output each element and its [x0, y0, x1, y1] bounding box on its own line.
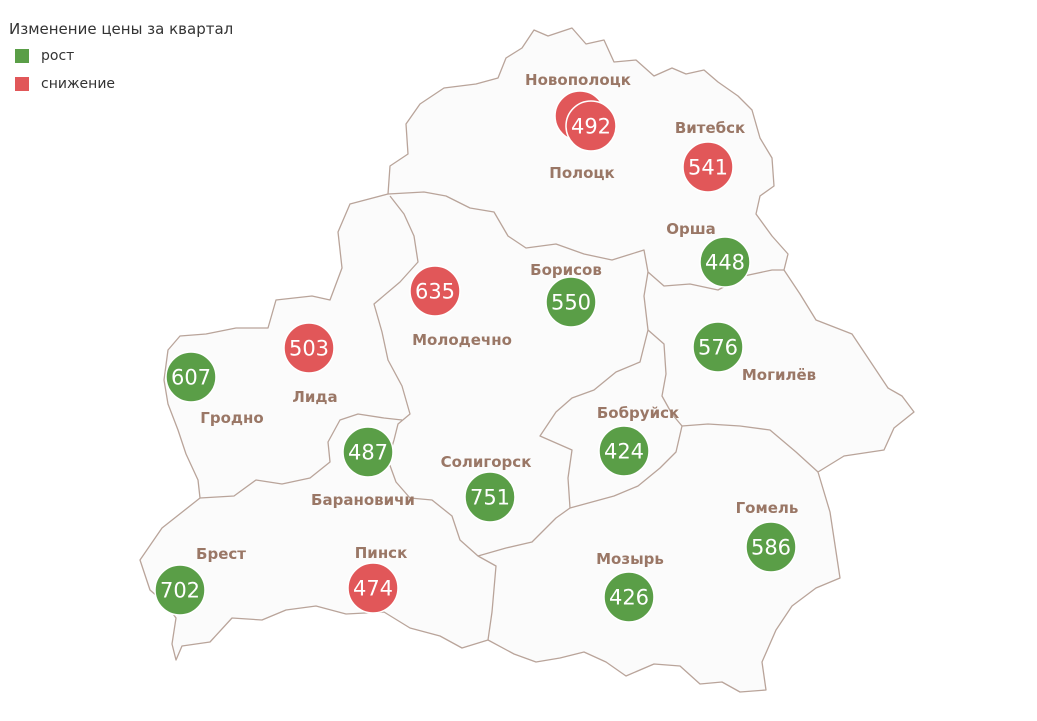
region-border-mogilev-gomel — [569, 423, 819, 509]
city-0-label: Новополоцк — [525, 71, 631, 89]
city-11-value: 424 — [604, 440, 644, 464]
city-12-marker — [745, 521, 797, 573]
city-3-marker — [699, 236, 751, 288]
legend-title: Изменение цены за квартал — [9, 20, 234, 38]
city-11-label: Бобруйск — [597, 404, 679, 422]
city-14-marker — [347, 562, 399, 614]
legend: Изменение цены за квартал рост снижение — [9, 20, 233, 104]
city-10-marker — [464, 471, 516, 523]
city-15-label: Брест — [196, 545, 246, 563]
city-12-label: Гомель — [736, 499, 799, 517]
region-border-minsk-south — [409, 497, 497, 641]
city-7-label: Лида — [292, 388, 337, 406]
country-outline — [139, 27, 915, 693]
region-borders — [139, 27, 915, 693]
city-9-marker — [342, 426, 394, 478]
city-5-label: Молодечно — [412, 331, 512, 349]
city-7-value: 503 — [289, 337, 329, 361]
city-6-label: Могилёв — [742, 366, 816, 384]
city-3-label: Орша — [666, 220, 716, 238]
city-2-marker — [682, 141, 734, 193]
city-8-marker — [165, 351, 217, 403]
legend-item-down: снижение — [15, 76, 233, 92]
city-markers: 492 541 448 550 635 576 503 607 487 751 424 586 426 4… — [154, 71, 816, 623]
region-border-vitebsk — [387, 191, 784, 291]
legend-label-down: снижение — [41, 76, 116, 92]
city-8-value: 607 — [171, 366, 211, 390]
city-14-label: Пинск — [355, 544, 408, 562]
city-9-label: Барановичи — [311, 491, 415, 509]
region-border-brest — [199, 413, 403, 499]
city-13-value: 426 — [609, 586, 649, 610]
city-2-label: Витебск — [675, 119, 745, 137]
legend-swatch-down — [15, 77, 29, 91]
city-3-value: 448 — [705, 251, 745, 275]
city-13-label: Мозырь — [596, 550, 664, 568]
city-12-value: 586 — [751, 536, 791, 560]
city-1-marker — [565, 100, 617, 152]
city-4-label: Борисов — [530, 261, 602, 279]
city-9-value: 487 — [348, 441, 388, 465]
city-2-value: 541 — [688, 156, 728, 180]
legend-item-up: рост — [15, 48, 233, 64]
city-5-marker — [409, 265, 461, 317]
city-15-marker — [154, 564, 206, 616]
city-5-value: 635 — [415, 280, 455, 304]
city-6-marker — [692, 321, 744, 373]
city-4-marker — [545, 276, 597, 328]
city-13-marker — [603, 571, 655, 623]
legend-swatch-up — [15, 49, 29, 63]
region-border-mogilev — [647, 329, 683, 427]
region-border-minsk-gomel — [477, 271, 649, 557]
city-14-value: 474 — [353, 577, 393, 601]
city-1-value: 492 — [571, 115, 611, 139]
legend-label-up: рост — [41, 48, 75, 64]
city-11-marker — [598, 425, 650, 477]
city-7-marker — [283, 322, 335, 374]
city-10-label: Солигорск — [441, 453, 532, 471]
city-10-value: 751 — [470, 486, 510, 510]
city-4-value: 550 — [551, 291, 591, 315]
city-6-value: 576 — [698, 336, 738, 360]
city-1-label: Полоцк — [549, 164, 614, 182]
city-15-value: 702 — [160, 579, 200, 603]
city-8-label: Гродно — [200, 409, 263, 427]
